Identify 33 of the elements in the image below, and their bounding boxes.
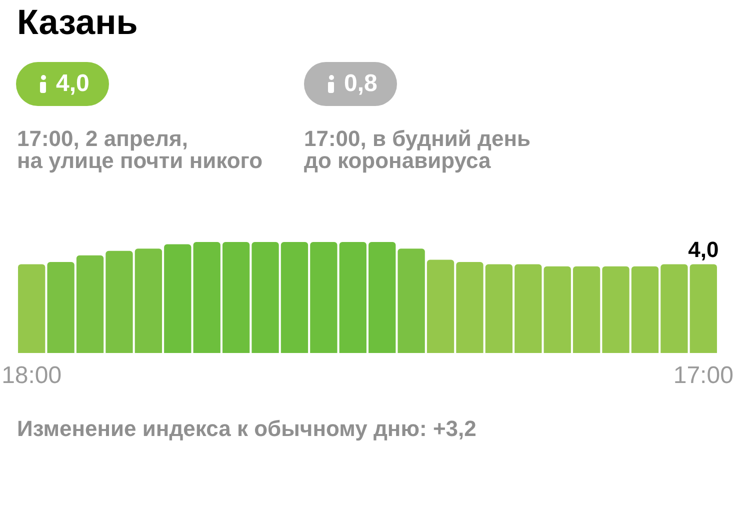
bar bbox=[514, 264, 542, 353]
text: Изменение индекса к обычному дню: +3,2 bbox=[17, 416, 476, 441]
bar bbox=[222, 242, 250, 353]
x-tick-label: 18:00 bbox=[2, 362, 62, 389]
bar bbox=[485, 264, 513, 353]
bar bbox=[193, 242, 220, 353]
bar bbox=[398, 248, 425, 353]
bar bbox=[164, 244, 192, 353]
bar bbox=[631, 266, 659, 353]
x-tick-label: 17:00 bbox=[673, 362, 734, 389]
bar bbox=[544, 266, 571, 353]
bar bbox=[280, 242, 308, 353]
bar bbox=[339, 242, 366, 353]
bar bbox=[572, 266, 600, 353]
chart-title: Казань bbox=[17, 3, 138, 42]
text: 17:00, 2 апреля, на улице почти никого bbox=[17, 126, 263, 173]
bar bbox=[426, 260, 454, 353]
bar bbox=[252, 242, 279, 353]
bar bbox=[47, 262, 74, 353]
text: 17:00, в будний день до коронавируса bbox=[304, 126, 531, 173]
bar bbox=[18, 264, 46, 353]
bar bbox=[76, 255, 104, 353]
data-label: 4,0 bbox=[688, 237, 719, 262]
bar bbox=[134, 248, 162, 353]
bar bbox=[456, 262, 484, 353]
bar bbox=[690, 264, 717, 353]
bar bbox=[368, 242, 396, 353]
bar bbox=[310, 242, 338, 353]
badge: 4,0 bbox=[16, 62, 110, 106]
bar bbox=[106, 250, 133, 353]
badge: 0,8 bbox=[304, 62, 398, 106]
bar bbox=[660, 264, 688, 353]
bar bbox=[602, 266, 630, 353]
